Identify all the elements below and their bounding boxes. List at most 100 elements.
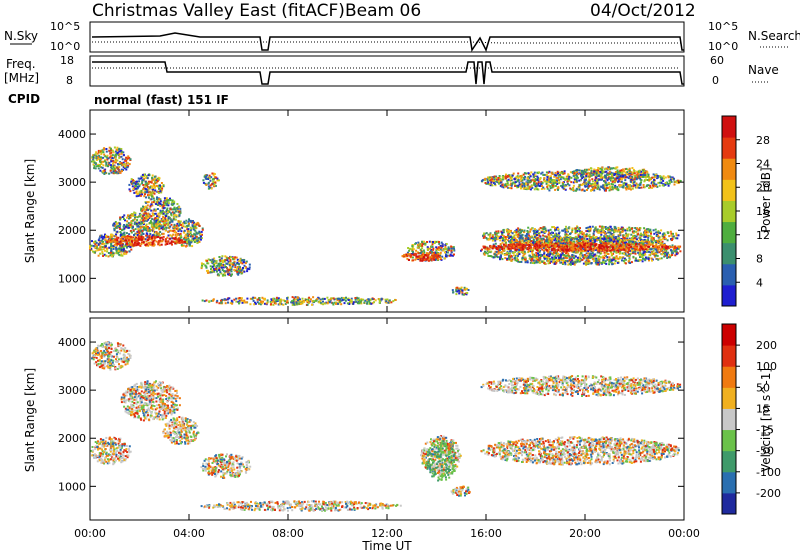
power-scatter-point <box>582 248 585 251</box>
power-scatter-point <box>144 225 147 228</box>
power-scatter-point <box>562 176 565 179</box>
power-scatter-point <box>155 224 158 227</box>
power-scatter-point <box>227 297 230 300</box>
power-scatter-point <box>640 239 642 241</box>
power-scatter-point <box>540 255 542 257</box>
power-scatter-point <box>615 255 618 258</box>
power-scatter-point <box>312 299 315 302</box>
power-scatter-point <box>580 238 583 241</box>
power-scatter-point <box>102 160 105 163</box>
power-scatter-point <box>587 257 590 260</box>
power-scatter-point <box>147 201 150 204</box>
power-scatter-point <box>521 179 524 182</box>
power-scatter-point <box>350 300 353 303</box>
power-scatter-point <box>626 227 629 230</box>
power-scatter-point <box>212 261 215 264</box>
power-scatter-point <box>518 261 521 263</box>
power-scatter-point <box>439 252 442 255</box>
power-scatter-point <box>643 227 646 230</box>
power-scatter-point <box>491 235 494 238</box>
power-scatter-point <box>560 258 563 261</box>
power-scatter-point <box>150 223 153 226</box>
power-scatter-point <box>570 238 573 241</box>
power-scatter-point <box>172 215 175 218</box>
power-scatter-point <box>492 243 495 246</box>
power-scatter-point <box>120 245 123 248</box>
power-scatter-point <box>137 228 140 231</box>
power-scatter-point <box>515 240 518 243</box>
power-scatter-point <box>543 253 546 255</box>
power-scatter-point <box>638 242 641 244</box>
power-scatter-point <box>311 300 314 303</box>
power-scatter-point <box>429 247 432 250</box>
power-scatter-point <box>671 244 674 247</box>
power-scatter-point <box>131 227 134 230</box>
power-scatter-point <box>593 257 596 260</box>
power-scatter-point <box>485 251 487 254</box>
power-scatter-point <box>147 188 150 191</box>
power-scatter-point <box>394 299 397 301</box>
power-scatter-point <box>144 180 147 183</box>
power-scatter-point <box>518 232 521 235</box>
power-scatter-point <box>665 250 668 252</box>
power-scatter-point <box>152 201 155 204</box>
power-scatter-point <box>494 255 497 258</box>
power-scatter-point <box>662 251 665 254</box>
power-scatter-point <box>121 229 123 232</box>
power-scatter-point <box>661 235 664 238</box>
power-scatter-point <box>544 227 547 230</box>
power-scatter-point <box>583 239 586 242</box>
power-scatter-point <box>561 252 564 255</box>
power-scatter-point <box>208 177 211 180</box>
power-scatter-point <box>461 293 464 296</box>
power-scatter-point <box>538 253 541 256</box>
power-scatter-point <box>205 259 207 262</box>
power-scatter-point <box>444 257 447 260</box>
power-scatter-point <box>98 164 101 166</box>
power-scatter-point <box>624 250 627 253</box>
power-scatter-point <box>437 252 440 255</box>
power-scatter-point <box>167 202 170 205</box>
power-scatter-point <box>538 228 541 231</box>
power-scatter-point <box>159 222 161 225</box>
power-scatter-point <box>656 241 659 244</box>
power-scatter-point <box>211 265 214 268</box>
power-scatter-point <box>306 300 309 302</box>
power-scatter-point <box>550 238 553 240</box>
power-scatter-point <box>603 251 606 254</box>
power-scatter-point <box>120 151 123 154</box>
power-scatter-point <box>493 237 496 239</box>
power-scatter-point <box>317 297 320 300</box>
power-scatter-point <box>141 175 144 178</box>
power-scatter-point <box>213 176 216 179</box>
power-scatter-point <box>274 302 277 305</box>
power-scatter-point <box>256 298 259 301</box>
power-scatter-point <box>598 239 601 241</box>
power-scatter-point <box>523 229 526 232</box>
power-scatter-point <box>595 257 598 260</box>
power-scatter-point <box>246 267 249 270</box>
power-scatter-point <box>234 266 237 269</box>
power-scatter-point <box>639 256 641 258</box>
power-scatter-point <box>162 212 165 215</box>
power-scatter-point <box>145 229 148 232</box>
power-scatter-point <box>185 219 188 222</box>
power-scatter-point <box>539 258 542 261</box>
power-scatter-point <box>143 227 145 230</box>
power-scatter-point <box>591 257 594 260</box>
power-scatter-point <box>618 234 621 237</box>
power-scatter-point <box>299 303 302 305</box>
power-scatter-point <box>216 299 219 302</box>
power-scatter-point <box>530 240 533 242</box>
power-scatter-point <box>523 239 526 242</box>
power-scatter-point <box>506 251 509 254</box>
power-scatter-point <box>104 245 107 248</box>
power-scatter-point <box>663 236 666 239</box>
power-scatter-point <box>154 179 157 182</box>
power-scatter-point <box>172 230 175 233</box>
power-scatter-point <box>459 288 462 291</box>
power-scatter-point <box>626 229 629 232</box>
power-scatter-point <box>145 182 148 185</box>
power-scatter-point <box>141 179 144 182</box>
power-scatter-point <box>661 250 664 252</box>
